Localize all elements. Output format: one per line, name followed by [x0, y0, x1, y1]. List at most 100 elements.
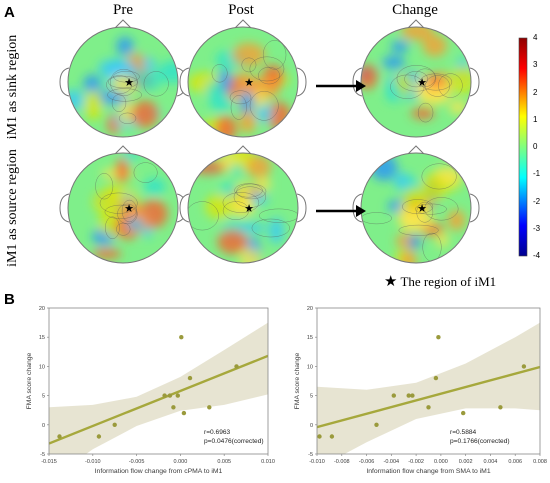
x-tick-label: 0.006: [508, 459, 522, 465]
y-tick-label: -5: [308, 452, 313, 458]
panel-b-letter: B: [4, 291, 15, 308]
y-tick-label: 0: [42, 423, 45, 429]
data-point: [410, 393, 415, 398]
im1-star-icon: ★: [124, 77, 134, 89]
stats-annotation: p=0.1766(corrected): [450, 438, 510, 445]
data-point: [179, 335, 184, 340]
x-tick-label: 0.002: [459, 459, 473, 465]
data-point: [112, 422, 117, 427]
data-point: [167, 393, 173, 398]
data-point: [234, 364, 239, 369]
column-title-pre: Pre: [113, 2, 133, 18]
stats-annotation: p=0.0476(corrected): [204, 438, 264, 445]
star-icon: ★: [384, 274, 398, 290]
y-axis-label: FMA score change: [294, 352, 301, 409]
x-axis-label: Information flow change from cPMA to iM1: [95, 468, 223, 475]
y-tick-label: -5: [40, 452, 45, 458]
regression-line: [317, 365, 540, 429]
x-tick-label: 0.008: [533, 459, 547, 465]
x-tick-label: -0.010: [309, 459, 325, 465]
x-tick-label: -0.004: [384, 459, 400, 465]
data-point: [374, 422, 379, 427]
y-tick-label: 5: [42, 394, 45, 400]
legend-text: The region of iM1: [400, 274, 497, 289]
x-tick-label: 0.005: [217, 459, 231, 465]
data-point: [461, 410, 466, 416]
stats-annotation: r=0.5884: [450, 429, 477, 436]
im1-star-icon: ★: [124, 203, 134, 215]
topomap-head: ★: [352, 19, 480, 138]
y-tick-label: 10: [307, 364, 313, 370]
x-tick-label: -0.015: [41, 459, 57, 465]
colorbar-tick-label: 4: [533, 33, 538, 42]
x-axis-label: Information flow change from SMA to iM1: [366, 468, 491, 475]
x-tick-label: -0.008: [334, 459, 350, 465]
colorbar-tick-label: -3: [533, 223, 541, 233]
data-point: [57, 434, 62, 439]
y-tick-label: 0: [310, 423, 313, 429]
panel-a-letter: A: [4, 4, 15, 21]
colorbar-tick-label: 0: [533, 142, 538, 151]
data-point: [187, 375, 193, 381]
y-tick-label: 5: [310, 394, 313, 400]
colorbar-tick-label: 3: [533, 60, 538, 70]
data-point: [329, 434, 335, 439]
colorbar-tick-label: -4: [533, 251, 541, 260]
im1-star-icon: ★: [417, 203, 427, 215]
x-tick-label: 0.000: [434, 459, 448, 465]
iM1-legend: ★ The region of iM1: [384, 272, 496, 291]
column-title-change: Change: [392, 2, 438, 18]
x-tick-label: -0.010: [85, 459, 101, 465]
data-point: [317, 434, 322, 439]
topomap-head: ★: [179, 145, 307, 264]
data-point: [181, 410, 187, 416]
data-point: [207, 405, 212, 410]
colorbar-tick-label: 1: [533, 114, 538, 124]
data-point: [498, 405, 503, 410]
confidence-band: [317, 322, 540, 454]
x-tick-label: -0.005: [129, 459, 145, 465]
topomap-head: ★: [179, 19, 307, 138]
plot-frame: [316, 307, 541, 455]
x-tick-label: 0.010: [261, 459, 275, 465]
x-tick-label: 0.000: [174, 459, 188, 465]
topomap-head: ★: [352, 145, 480, 264]
colorbar-tick-label: -2: [533, 196, 541, 206]
y-axis-label: FMA score change: [26, 352, 33, 409]
topomap-head: ★: [59, 19, 187, 138]
im1-star-icon: ★: [244, 203, 254, 215]
y-tick-label: 20: [39, 306, 45, 312]
scatter-chart-cpma: -0.015 -0.010 -0.005 0.000 0.005 0.010 20 15 10 5…: [26, 306, 275, 475]
topomap-grid: ★ ★ ★ ★ ★ ★: [59, 19, 528, 264]
data-point: [391, 393, 396, 398]
y-tick-label: 10: [39, 364, 45, 370]
scatter-chart-sma: -0.010 -0.008 -0.006 -0.004 -0.002 0.000 0.002…: [294, 306, 547, 475]
arrow-icon-row1: [316, 80, 366, 92]
data-point: [406, 393, 411, 398]
y-tick-label: 15: [307, 335, 313, 341]
regression-line: [49, 354, 268, 445]
colorbar-tick-label: -1: [533, 169, 541, 179]
colorbar-tick-label: 2: [533, 87, 538, 97]
x-tick-label: -0.006: [359, 459, 375, 465]
data-point: [436, 335, 441, 340]
data-point: [96, 434, 102, 439]
data-point: [175, 393, 180, 398]
data-point: [521, 364, 527, 369]
x-tick-label: 0.004: [484, 459, 498, 465]
im1-star-icon: ★: [244, 77, 254, 89]
plot-frame: [48, 307, 269, 455]
data-point: [433, 375, 439, 381]
data-point: [162, 393, 167, 398]
y-tick-label: 20: [307, 306, 313, 312]
arrow-icon-row2: [316, 205, 366, 217]
x-tick-label: -0.002: [408, 459, 424, 465]
topomap-head: ★: [59, 145, 187, 264]
column-title-post: Post: [228, 2, 254, 18]
y-tick-label: 15: [39, 335, 45, 341]
data-point: [171, 405, 176, 410]
colorbar: [518, 37, 528, 257]
stats-annotation: r=0.6963: [204, 429, 231, 436]
im1-star-icon: ★: [417, 77, 427, 89]
data-point: [426, 405, 431, 410]
